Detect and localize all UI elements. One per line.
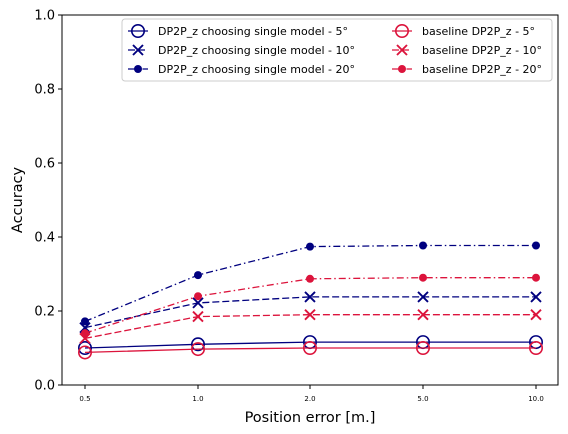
y-tick-label: 0.2 xyxy=(34,305,55,320)
series-2-line xyxy=(84,296,536,329)
series-3 xyxy=(81,241,540,326)
series-3-point xyxy=(81,317,89,326)
series-1-line xyxy=(84,341,536,349)
legend-box xyxy=(121,18,553,82)
series-4 xyxy=(78,340,543,360)
series-5-line xyxy=(84,314,536,340)
series-3-point xyxy=(532,241,540,250)
y-tick-label: 0.4 xyxy=(34,231,55,246)
legend-entry-4: baseline DP2P_z - 5° xyxy=(392,23,535,38)
series-1-point xyxy=(78,340,93,355)
series-2 xyxy=(79,291,542,334)
series-3-point xyxy=(194,271,202,280)
series-1 xyxy=(78,335,543,355)
series-1-point xyxy=(191,337,206,352)
series-3-point xyxy=(306,242,314,251)
series-5-point xyxy=(304,309,316,321)
series-3-point xyxy=(419,241,427,250)
legend-label: baseline DP2P_z - 5° xyxy=(422,25,535,38)
legend-marker xyxy=(134,65,142,73)
series-3-line xyxy=(84,244,536,323)
legend-entry-1: DP2P_z choosing single model - 5° xyxy=(128,23,348,38)
legend-label: baseline DP2P_z - 20° xyxy=(422,63,542,76)
series-4-point xyxy=(415,340,430,355)
legend-label: DP2P_z choosing single model - 20° xyxy=(158,63,355,76)
series-6-point xyxy=(81,329,89,338)
series-5-point xyxy=(417,309,429,321)
series-6-point xyxy=(306,274,314,283)
series-6-line xyxy=(84,277,536,334)
series-2-point xyxy=(304,291,316,303)
legend: DP2P_z choosing single model - 5° DP2P_z … xyxy=(121,18,553,82)
series-4-line xyxy=(84,347,536,354)
series-2-point xyxy=(79,321,91,334)
legend-entry-3: DP2P_z choosing single model - 20° xyxy=(128,63,355,76)
y-tick-label: 0.8 xyxy=(34,83,55,98)
legend-marker xyxy=(132,44,144,56)
legend-entry-6: baseline DP2P_z - 20° xyxy=(392,63,542,76)
series-2-point xyxy=(530,291,542,303)
legend-marker xyxy=(398,65,406,73)
series-6-point xyxy=(532,273,540,282)
x-tick-label: 5.0 xyxy=(417,395,428,403)
series-5-point xyxy=(530,309,542,321)
series-6-point xyxy=(419,273,427,282)
series-6-point xyxy=(194,292,202,301)
legend-entry-2: DP2P_z choosing single model - 10° xyxy=(128,44,355,57)
series-5 xyxy=(79,309,542,345)
y-tick-label: 0.0 xyxy=(34,379,55,394)
plot-area xyxy=(78,241,543,360)
y-tick-label: 1.0 xyxy=(34,9,55,24)
legend-label: DP2P_z choosing single model - 10° xyxy=(158,44,355,57)
series-2-point xyxy=(192,297,204,309)
series-4-point xyxy=(78,345,93,360)
series-6 xyxy=(81,273,540,338)
y-axis-label: Accuracy xyxy=(10,166,26,233)
legend-label: baseline DP2P_z - 10° xyxy=(422,44,542,57)
legend-marker xyxy=(394,23,409,38)
x-tick-label: 0.5 xyxy=(79,395,90,403)
y-tick-label: 0.6 xyxy=(34,157,55,172)
series-2-point xyxy=(417,291,429,303)
legend-marker xyxy=(131,23,146,38)
legend-label: DP2P_z choosing single model - 5° xyxy=(158,25,348,38)
x-tick-label: 1.0 xyxy=(192,395,203,403)
legend-marker xyxy=(396,44,408,56)
series-4-point xyxy=(302,340,317,355)
series-4-point xyxy=(528,340,543,355)
x-tick-label: 10.0 xyxy=(528,395,544,403)
series-4-point xyxy=(191,342,206,357)
series-5-point xyxy=(192,310,204,323)
axes: 0.0 0.2 0.4 0.6 0.8 1.0 0.5 1.0 2.0 5.0 10.0 xyxy=(34,9,559,403)
x-axis-label: Position error [m.] xyxy=(245,410,376,426)
legend-entry-5: baseline DP2P_z - 10° xyxy=(392,44,542,57)
x-tick-label: 2.0 xyxy=(304,395,315,403)
